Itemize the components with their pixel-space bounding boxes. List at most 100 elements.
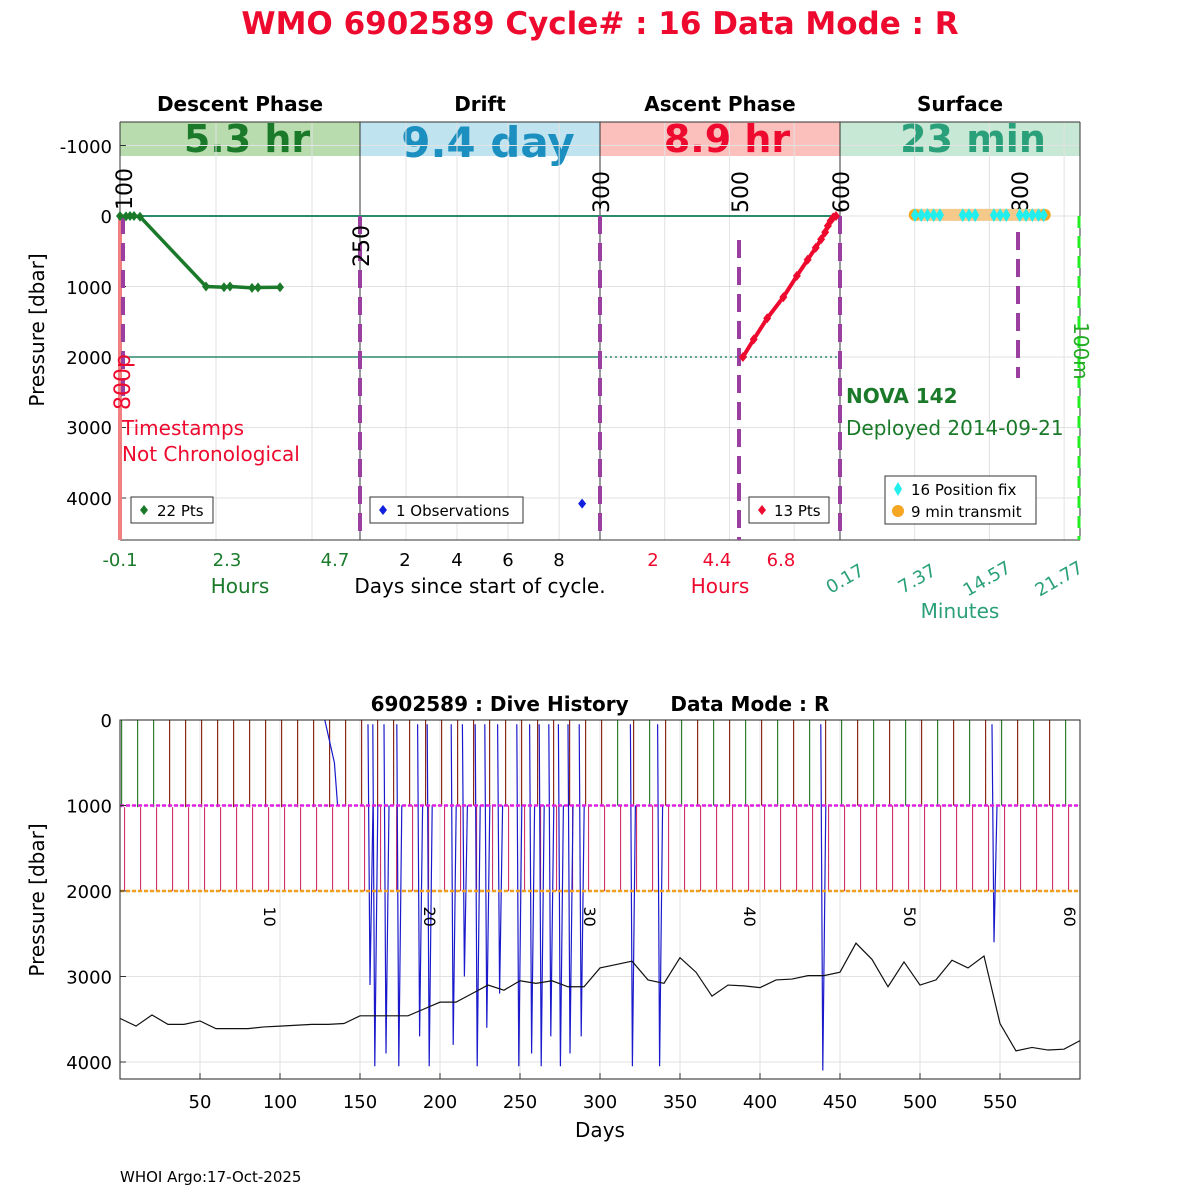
descent-phase-title: Descent Phase	[157, 92, 323, 116]
surface-xlabel: Minutes	[921, 599, 1000, 623]
deep-excursion-trace	[538, 724, 545, 1067]
descent-legend: 22 Pts	[130, 496, 214, 524]
descent-point	[220, 282, 228, 293]
bottom-xtick-label: 500	[903, 1092, 937, 1113]
drift-xtick: 4	[451, 550, 462, 571]
top-x-axes: -0.1 2.3 4.7 Hours 2 4 6 8 Days since st…	[102, 550, 1086, 623]
top-y-axis-label: Pressure [dbar]	[25, 253, 49, 406]
ascent-point	[779, 292, 788, 303]
cycle-number-label: 60	[1060, 906, 1079, 926]
legend-marker	[894, 482, 902, 496]
annotations: Timestamps Not Chronological NOVA 142 De…	[121, 384, 1064, 466]
drift-legend: 1 Observations	[369, 496, 524, 524]
position-fix-point	[1034, 208, 1043, 223]
ascent-duration: 8.9 hr	[664, 117, 791, 161]
position-fix-point	[996, 208, 1005, 223]
descent-point	[130, 211, 138, 221]
deep-excursion-trace	[372, 724, 379, 1067]
descent-xtick: 4.7	[321, 550, 350, 571]
surface-legend-transmit: 9 min transmit	[911, 503, 1022, 521]
bottom-ytick-label: 4000	[66, 1053, 112, 1074]
top-ytick-label: 2000	[66, 348, 112, 369]
cycle-number-label: 10	[260, 906, 279, 926]
deep-excursion-trace	[656, 724, 664, 1067]
surface-legend: 16 Position fix 9 min transmit	[884, 475, 1037, 525]
position-fix-point	[1022, 208, 1031, 223]
bottom-xtick-label: 50	[189, 1092, 212, 1113]
position-fix-point	[989, 208, 998, 223]
timestamp-note: Timestamps	[121, 416, 244, 440]
ascent-point	[738, 352, 747, 362]
marker-label: 250	[350, 225, 375, 267]
deep-excursion-trace	[991, 724, 998, 943]
surface-xtick: 14.57	[960, 557, 1015, 601]
deep-excursion-trace	[450, 724, 457, 1045]
ascent-point	[749, 334, 758, 345]
deep-excursion-trace	[548, 724, 555, 1037]
bottom-x-axis-label: Days	[575, 1118, 625, 1142]
drift-xlabel: Days since start of cycle.	[354, 574, 605, 598]
descent-xlabel: Hours	[211, 574, 270, 598]
descent-point	[254, 282, 262, 293]
top-ytick-label: 1000	[66, 278, 112, 299]
position-fix-point	[971, 208, 980, 223]
bottom-xtick-label: 400	[743, 1092, 777, 1113]
bottom-xtick-label: 100	[263, 1092, 297, 1113]
deep-excursion-trace	[474, 724, 481, 1067]
descent-duration: 5.3 hr	[184, 117, 311, 161]
marker-label: 800p	[111, 354, 136, 410]
deep-excursion-trace	[528, 724, 536, 1054]
float-name: NOVA 142	[846, 384, 958, 408]
legend-marker	[140, 505, 148, 515]
surface-band	[840, 122, 1080, 156]
ascent-legend-label: 13 Pts	[774, 502, 821, 520]
ascent-point	[792, 270, 801, 281]
deep-excursion-trace	[484, 724, 491, 1028]
bottom-xtick-label: 200	[423, 1092, 457, 1113]
marker-label: 100	[113, 168, 138, 210]
bottom-ytick-label: 1000	[66, 797, 112, 818]
surface-xtick: 0.17	[823, 560, 868, 598]
marker-label: 800	[1009, 171, 1034, 213]
deep-excursion-trace	[578, 724, 585, 1037]
surface-phase-title: Surface	[917, 92, 1003, 116]
footer-credit: WHOI Argo:17-Oct-2025	[120, 1168, 301, 1186]
bottom-ytick-label: 2000	[66, 882, 112, 903]
legend-marker	[379, 505, 387, 515]
deep-excursion-trace	[567, 724, 574, 1054]
descent-point	[202, 281, 210, 292]
marker-label: 500	[729, 171, 754, 213]
descent-point	[136, 211, 144, 222]
ascent-legend: 13 Pts	[748, 496, 830, 524]
ascent-xtick: 4.4	[703, 550, 732, 571]
phase-headers: Descent Phase Drift Ascent Phase Surface	[157, 92, 1003, 116]
ascent-point	[763, 313, 772, 324]
drift-point	[578, 498, 587, 509]
bottom-xtick-label: 350	[663, 1092, 697, 1113]
cycle-number-label: 20	[420, 906, 439, 926]
deep-excursion-trace	[324, 719, 339, 806]
marker-labels: 100 800p 250 300 500 600 800 100m	[111, 168, 1093, 410]
position-fix-point	[917, 208, 926, 223]
ascent-point	[831, 211, 840, 221]
bottom-xtick-label: 550	[983, 1092, 1017, 1113]
bottom-grid	[120, 719, 1080, 1079]
position-fix-point	[911, 208, 920, 223]
bathymetry-line	[119, 942, 1081, 1052]
bottom-ytick-label: 0	[101, 711, 112, 732]
drift-legend-label: 1 Observations	[396, 502, 510, 520]
descent-start-bar	[118, 216, 122, 540]
deep-excursion-trace	[820, 724, 827, 1071]
descent-legend-label: 22 Pts	[157, 502, 204, 520]
drift-duration: 9.4 day	[401, 118, 575, 167]
surface-duration: 23 min	[900, 117, 1046, 161]
deep-excursion-trace	[396, 724, 403, 1067]
drift-band	[360, 122, 600, 156]
drift-xtick: 6	[502, 550, 513, 571]
ascent-xtick: 6.8	[767, 550, 796, 571]
drift-phase-title: Drift	[454, 92, 506, 116]
deploy-date: Deployed 2014-09-21	[846, 416, 1064, 440]
top-ytick-label: 3000	[66, 418, 112, 439]
bottom-xtick-label: 150	[343, 1092, 377, 1113]
